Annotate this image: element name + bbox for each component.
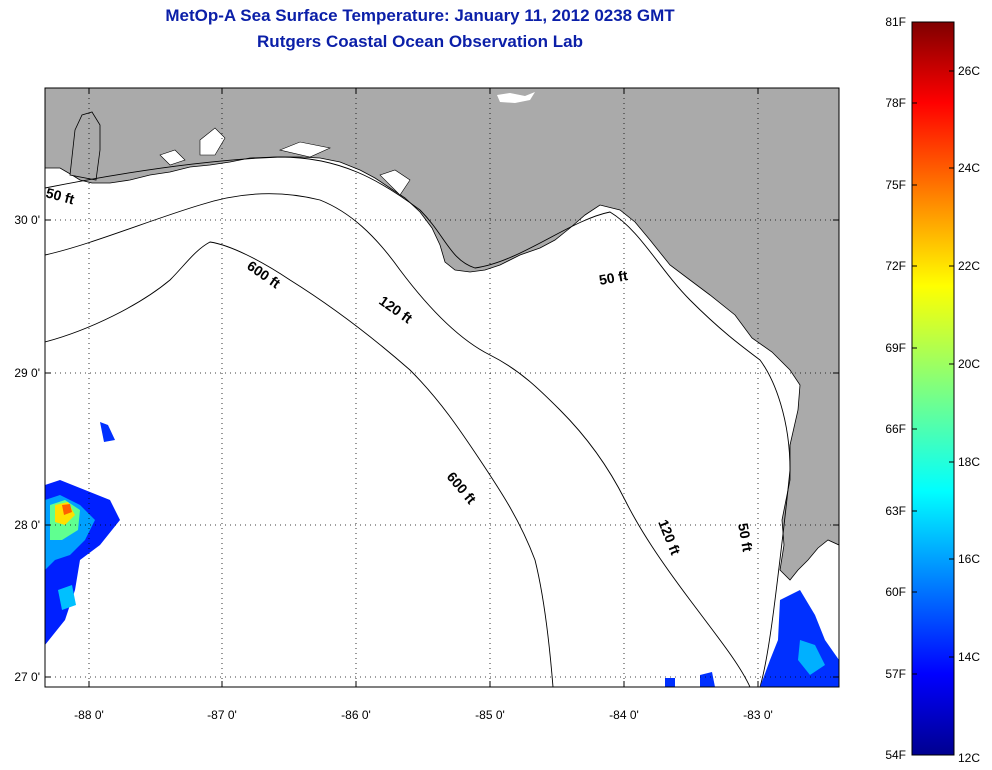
map-frame	[44, 87, 840, 688]
colorbar-c-label: 18C	[958, 455, 980, 469]
colorbar-c-label: 16C	[958, 552, 980, 566]
lat-tick-label: 30 0'	[14, 213, 40, 227]
colorbar-f-label: 78F	[885, 96, 906, 110]
colorbar-ticks	[912, 21, 954, 756]
lon-tick-label: -84 0'	[609, 708, 639, 722]
colorbar-c-label: 14C	[958, 650, 980, 664]
land-area	[45, 88, 839, 581]
lat-tick-label: 27 0'	[14, 670, 40, 684]
lon-tick-label: -87 0'	[207, 708, 237, 722]
bay	[199, 127, 226, 156]
bay	[279, 141, 331, 158]
colorbar-c-label: 22C	[958, 259, 980, 273]
lon-tick-label: -88 0'	[74, 708, 104, 722]
colorbar-c-label: 24C	[958, 161, 980, 175]
lon-tick-label: -86 0'	[341, 708, 371, 722]
sst-patches	[45, 422, 839, 687]
colorbar-f-label: 57F	[885, 667, 906, 681]
map-subtitle: Rutgers Coastal Ocean Observation Lab	[257, 32, 583, 51]
bay	[159, 149, 186, 166]
colorbar-f-label: 69F	[885, 341, 906, 355]
contour-label: 50 ft	[598, 267, 629, 288]
lat-tick-label: 28 0'	[14, 518, 40, 532]
colorbar-f-label: 60F	[885, 585, 906, 599]
colorbar-f-label: 75F	[885, 178, 906, 192]
colorbar-c-label: 20C	[958, 357, 980, 371]
lon-tick-label: -83 0'	[743, 708, 773, 722]
axis-ticks	[45, 88, 839, 687]
colorbar-c-label: 12C	[958, 751, 980, 765]
colorbar-f-label: 66F	[885, 422, 906, 436]
contour-label: 50 ft	[44, 184, 76, 207]
peninsula-land	[69, 111, 101, 181]
colorbar-f-label: 81F	[885, 15, 906, 29]
lat-tick-label: 29 0'	[14, 366, 40, 380]
colorbar-f-label: 63F	[885, 504, 906, 518]
colorbar	[911, 21, 955, 756]
map-title: MetOp-A Sea Surface Temperature: January…	[165, 6, 675, 25]
colorbar-f-label: 72F	[885, 259, 906, 273]
inland-lake	[497, 92, 535, 103]
lon-tick-label: -85 0'	[475, 708, 505, 722]
colorbar-c-label: 26C	[958, 64, 980, 78]
colorbar-f-label: 54F	[885, 748, 906, 762]
bay	[379, 169, 411, 196]
contour-label: 50 ft	[735, 522, 756, 553]
